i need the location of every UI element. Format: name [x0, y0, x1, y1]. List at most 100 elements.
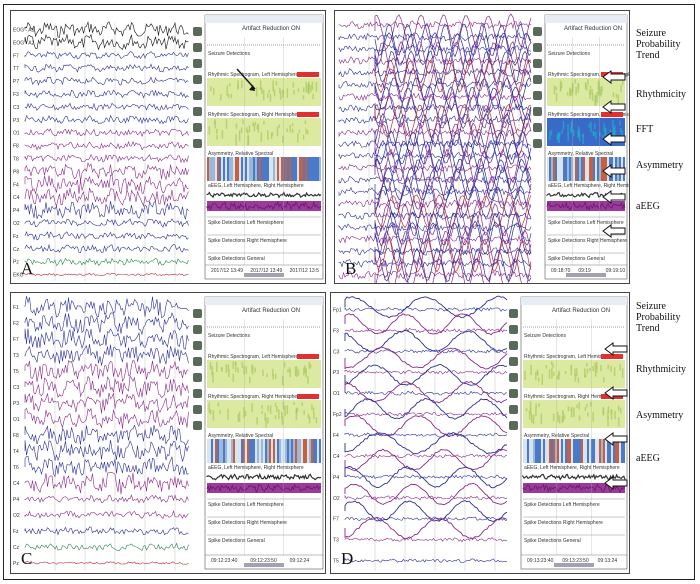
- c-rhythmic-speck: [272, 374, 274, 380]
- a-trend-toolbar: [205, 15, 323, 23]
- d-asym-column: [589, 439, 591, 463]
- d-asym-column: [567, 439, 569, 463]
- b-seizure-wave: [374, 148, 532, 184]
- c-colorbar: [297, 394, 319, 399]
- c-rhythmic-speck: [308, 416, 311, 424]
- c-rhythmic-speck: [286, 405, 289, 415]
- d-rhythmic-speck: [528, 410, 531, 420]
- a-trace: [24, 231, 189, 241]
- d-asym-column: [613, 439, 615, 463]
- b-side-icon: [533, 123, 542, 132]
- d-channel-label: F4: [333, 433, 339, 439]
- c-asym-column: [265, 439, 267, 463]
- a-asym-column: [261, 157, 263, 181]
- d-rhythmic-speck: [583, 368, 586, 378]
- b-rhythmic-speck: [619, 120, 621, 126]
- c-rhythmic-speck: [303, 410, 305, 415]
- d-rhythmic-speck: [592, 366, 594, 371]
- a-rhythmic-speck: [248, 125, 251, 133]
- a-channel-label: Fz: [13, 234, 19, 240]
- d-footer-time: 09:13:24: [598, 558, 618, 564]
- d-rhythmic-speck: [558, 415, 561, 424]
- b-asym-column: [563, 157, 565, 181]
- d-rhythmic-speck: [578, 415, 581, 421]
- c-asym-column: [231, 439, 233, 463]
- a-rhythmic-speck: [306, 129, 309, 135]
- d-asym-column: [591, 439, 593, 463]
- a-rhythmic-speck: [213, 120, 216, 125]
- b-rhythmic-speck: [590, 121, 592, 133]
- d-rhythmic-speck: [552, 363, 554, 368]
- d-side-icon: [509, 341, 518, 350]
- d-rhythmic-speck: [578, 401, 580, 410]
- a-rhythmic-speck: [269, 94, 272, 102]
- a-rhythmic-speck: [246, 129, 249, 134]
- panel-c-graphic: F1 F2 F7 T3 T5 C3 P3 O1 F8 T4 T6 C4 P4 O2 Fz Cz Pz Artifa…: [13, 296, 324, 571]
- c-asym-column: [209, 439, 211, 463]
- c-asym-column: [267, 439, 269, 463]
- c-rhythmic-speck: [254, 367, 256, 373]
- a-rhythmic-speck: [245, 127, 248, 133]
- d-asym-column: [575, 439, 577, 463]
- panel-a-letter: A: [21, 259, 34, 278]
- b-rhythmic-speck: [577, 82, 579, 93]
- b-seizure-wave: [374, 94, 532, 130]
- d-delta-wave: [344, 415, 508, 438]
- b-asym-column: [551, 157, 553, 181]
- c-spike-label: Spike Detections Right Hemisphere: [208, 520, 287, 526]
- c-asym-column: [229, 439, 231, 463]
- d-rhythmic-speck: [541, 373, 544, 385]
- b-indicator-arrow: [602, 190, 626, 204]
- b-asym-label: Asymmetry, Relative Spectral: [548, 151, 613, 157]
- c-rhythmic-speck: [234, 361, 237, 372]
- d-rhythmic-speck: [574, 368, 576, 376]
- d-rhythmic-speck: [602, 408, 605, 416]
- b-aeeg-label: aEEG, Left Hemisphere, Right Hemisphere: [548, 183, 630, 189]
- c-rhythmic-speck: [281, 375, 284, 386]
- d-asym-column: [621, 439, 623, 463]
- a-footer-time: 2017/12 13:49: [250, 268, 282, 274]
- a-asym-column: [253, 157, 255, 181]
- d-rhythmic-speck: [530, 364, 532, 376]
- d-rhythmic-speck: [557, 411, 559, 422]
- b-asym-column: [583, 157, 585, 181]
- c-asym-column: [269, 439, 271, 463]
- c-channel-label: F2: [13, 321, 19, 327]
- b-spike-label: Spike Detections General: [548, 256, 605, 262]
- a-rhythmic-speck: [228, 83, 231, 87]
- a-side-icon: [193, 91, 202, 100]
- a-side-icon: [193, 107, 202, 116]
- c-trace: [24, 455, 189, 478]
- c-asym-column: [309, 439, 311, 463]
- c-asym-column: [253, 439, 255, 463]
- d-rhythmic-speck: [584, 406, 587, 411]
- c-asym-column: [301, 439, 303, 463]
- d-channel-label: C3: [333, 349, 340, 355]
- c-asym-column: [259, 439, 261, 463]
- c-channel-label: P4: [13, 497, 19, 503]
- b-side-icon: [533, 43, 542, 52]
- a-side-icon: [193, 43, 202, 52]
- a-asym-column: [209, 157, 211, 181]
- c-asym-column: [295, 439, 297, 463]
- panel-b-letter: B: [345, 259, 357, 278]
- a-trace: [24, 63, 189, 73]
- a-asym-column: [265, 157, 267, 181]
- d-delta-wave: [344, 431, 508, 455]
- annotation-rhythmicity-d: Rhythmicity: [636, 364, 686, 375]
- a-asym-column: [225, 157, 227, 181]
- a-asym-column: [281, 157, 283, 181]
- d-asym-column: [549, 439, 551, 463]
- a-rhythmic-speck: [253, 124, 256, 132]
- a-rhythmic-speck: [225, 119, 228, 129]
- b-rhythmic-speck: [604, 127, 607, 136]
- d-rhythmic-speck: [562, 412, 564, 422]
- annotation-asymmetry-d: Asymmetry: [636, 410, 684, 421]
- a-footer-time: 2017/12 13:5: [290, 268, 319, 274]
- a-trace: [24, 153, 189, 164]
- c-asym-column: [285, 439, 287, 463]
- d-delta-wave: [344, 448, 508, 472]
- c-rhythmic-speck: [209, 362, 212, 370]
- b-rhythmic-speck: [582, 133, 584, 138]
- d-asym-column: [555, 439, 557, 463]
